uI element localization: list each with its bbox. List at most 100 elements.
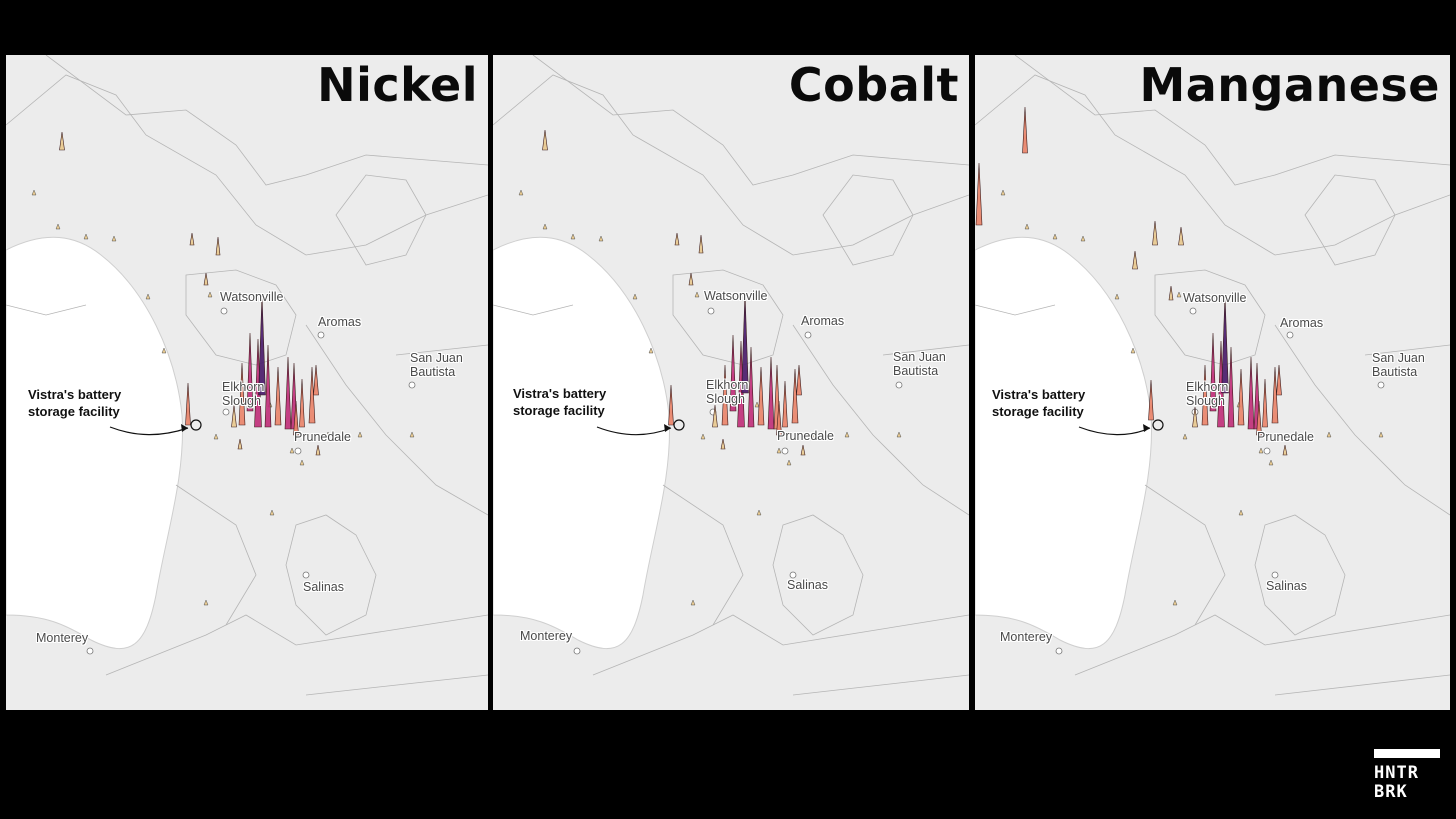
town-marker	[804, 331, 812, 339]
boundary-line	[1304, 174, 1396, 266]
label-monterey: Monterey	[1000, 630, 1053, 644]
facility-annotation: Vistra's battery storage facility	[513, 386, 607, 418]
town-marker	[317, 331, 325, 339]
sample-marker	[1182, 433, 1188, 440]
sample-marker	[325, 431, 331, 438]
concentration-spike	[1168, 285, 1174, 301]
boundary-line	[305, 324, 488, 516]
sample-marker	[518, 189, 524, 196]
map-panel-nickel: Nickel Watsonville Aromas San Juan Bauti…	[6, 55, 488, 710]
sample-marker	[1326, 431, 1332, 438]
label-san-juan-bautista: San Juan Bautista	[1372, 351, 1425, 379]
sample-marker	[1052, 233, 1058, 240]
sample-marker	[812, 431, 818, 438]
concentration-spike	[767, 356, 775, 430]
boundary-line	[592, 614, 969, 676]
sample-marker	[648, 347, 654, 354]
concentration-spike	[264, 344, 272, 428]
concentration-spike	[1256, 400, 1262, 436]
sample-marker	[598, 235, 604, 242]
concentration-spike	[293, 400, 299, 436]
town-marker	[1263, 447, 1271, 455]
label-san-juan-bautista: San Juan Bautista	[893, 350, 946, 378]
sample-marker	[213, 433, 219, 440]
concentration-spike	[299, 378, 305, 428]
sample-marker	[1114, 293, 1120, 300]
boundary-line	[6, 304, 87, 316]
town-marker	[781, 447, 789, 455]
sample-marker	[409, 431, 415, 438]
label-aromas: Aromas	[318, 315, 362, 329]
monterey-bay-water	[975, 236, 1153, 650]
label-prunedale: Prunedale	[294, 430, 351, 444]
town-marker	[302, 571, 310, 579]
concentration-spike	[1276, 364, 1282, 396]
label-san-juan-bautista: San Juan Bautista	[410, 351, 463, 379]
concentration-spike	[258, 294, 266, 396]
label-aromas: Aromas	[801, 314, 845, 328]
label-aromas: Aromas	[1280, 316, 1324, 330]
label-elkhorn-slough: Elkhorn Slough	[222, 380, 265, 408]
sample-marker	[1130, 347, 1136, 354]
concentration-spike	[203, 272, 209, 286]
boundary-line	[672, 269, 784, 366]
boundary-line	[532, 55, 969, 186]
boundary-line	[493, 304, 574, 316]
concentration-spike	[1227, 346, 1235, 428]
concentration-spike	[315, 444, 321, 456]
sample-marker	[786, 459, 792, 466]
sample-marker	[289, 447, 295, 454]
town-marker	[1055, 647, 1063, 655]
sample-marker	[1238, 509, 1244, 516]
concentration-spike	[1221, 294, 1229, 394]
boundary-line	[6, 74, 488, 256]
sample-marker	[1080, 235, 1086, 242]
concentration-spike	[1148, 379, 1154, 421]
sample-marker	[756, 509, 762, 516]
concentration-spike	[747, 346, 755, 428]
town-marker	[1189, 307, 1197, 315]
facility-arrow	[596, 426, 672, 436]
label-watsonville: Watsonville	[220, 290, 284, 304]
town-marker	[294, 447, 302, 455]
facility-arrow	[109, 426, 189, 436]
label-monterey: Monterey	[36, 631, 89, 645]
sample-marker	[632, 293, 638, 300]
town-marker	[222, 408, 230, 416]
concentration-spike	[800, 444, 806, 456]
concentration-spike	[757, 366, 765, 426]
sample-marker	[1294, 431, 1300, 438]
sample-marker	[542, 223, 548, 230]
concentration-spike	[1209, 332, 1217, 412]
concentration-spike	[975, 162, 983, 226]
map-basemap	[975, 55, 1450, 696]
sample-marker	[269, 509, 275, 516]
concentration-spike	[274, 366, 282, 426]
boundary-line	[1144, 484, 1226, 626]
sample-marker	[357, 431, 363, 438]
boundary-line	[792, 324, 969, 516]
facility-arrowhead	[181, 424, 188, 432]
logo-text: HNTR BRK	[1374, 763, 1419, 802]
concentration-spike	[1237, 368, 1245, 426]
label-elkhorn-slough: Elkhorn Slough	[1186, 380, 1229, 408]
panel-title-cobalt: Cobalt	[788, 58, 959, 112]
label-salinas: Salinas	[303, 580, 344, 594]
boundary-line	[792, 674, 969, 696]
concentration-spike	[237, 438, 243, 450]
town-marker	[1286, 331, 1294, 339]
boundary-line	[822, 174, 914, 266]
concentration-spike	[1192, 406, 1198, 428]
label-salinas: Salinas	[787, 578, 828, 592]
concentration-spike	[1262, 378, 1268, 428]
sample-marker	[1268, 459, 1274, 466]
sample-marker	[1000, 189, 1006, 196]
concentration-spike	[313, 364, 319, 396]
boundary-line	[395, 344, 488, 356]
concentration-spike	[1152, 220, 1158, 246]
concentration-spike	[741, 292, 749, 394]
label-monterey: Monterey	[520, 629, 573, 643]
town-marker	[895, 381, 903, 389]
concentration-spike	[1282, 444, 1288, 456]
sample-marker	[299, 459, 305, 466]
